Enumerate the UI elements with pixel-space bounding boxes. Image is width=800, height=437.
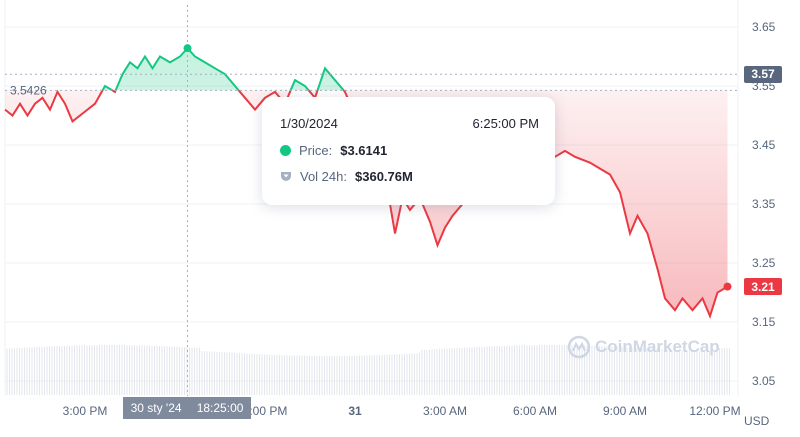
current-price-badge: 3.21	[744, 278, 782, 296]
x-axis: 3:00 PM 9:00 PM 31 3:00 AM 6:00 AM 9:00 AM 12:…	[63, 404, 770, 428]
price-dot-icon	[280, 145, 291, 156]
y-tick-label: 3.45	[752, 138, 776, 152]
coinmarketcap-logo-icon	[567, 335, 591, 359]
volume-shield-icon	[281, 172, 291, 181]
hover-point	[183, 44, 192, 53]
price-line-up	[57, 46, 346, 91]
last-price-point	[723, 282, 732, 291]
y-tick-label: 3.05	[752, 374, 776, 388]
tooltip: 1/30/2024 6:25:00 PM Price: $3.6141 Vol …	[262, 97, 555, 205]
volume-bars	[6, 345, 730, 395]
x-tick-label: 31	[348, 404, 362, 418]
price-line-down	[4, 90, 729, 319]
price-value: $3.6141	[340, 143, 388, 158]
x-tick-label: 12:00 PM	[689, 404, 740, 418]
crosshair-time-label: 30 sty '24 18:25:00	[123, 397, 251, 419]
crosshair-time: 18:25:00	[196, 401, 244, 415]
x-tick-label: 3:00 PM	[63, 404, 108, 418]
y-tick-label: 3.15	[752, 315, 776, 329]
price-label: Price:	[299, 143, 333, 158]
tooltip-date: 1/30/2024	[280, 116, 338, 131]
watermark-text: CoinMarketCap	[595, 337, 720, 356]
coinmarketcap-watermark: CoinMarketCap	[567, 335, 720, 359]
reference-price-label: 3.5426	[10, 83, 47, 97]
x-tick-label: 9:00 PM	[243, 404, 288, 418]
tooltip-time: 6:25:00 PM	[472, 116, 540, 131]
y-tick-label: 3.25	[752, 256, 776, 270]
x-tick-label: 9:00 AM	[603, 404, 647, 418]
y-tick-label: 3.35	[752, 197, 776, 211]
volume-value: $360.76M	[355, 169, 413, 184]
currency-label: USD	[744, 414, 770, 428]
x-tick-label: 3:00 AM	[423, 404, 467, 418]
volume-label: Vol 24h:	[300, 169, 347, 184]
crosshair-price-badge: 3.57	[744, 65, 782, 83]
y-tick-label: 3.65	[752, 20, 776, 34]
crosshair-date: 30 sty '24	[130, 401, 182, 415]
x-tick-label: 6:00 AM	[513, 404, 557, 418]
